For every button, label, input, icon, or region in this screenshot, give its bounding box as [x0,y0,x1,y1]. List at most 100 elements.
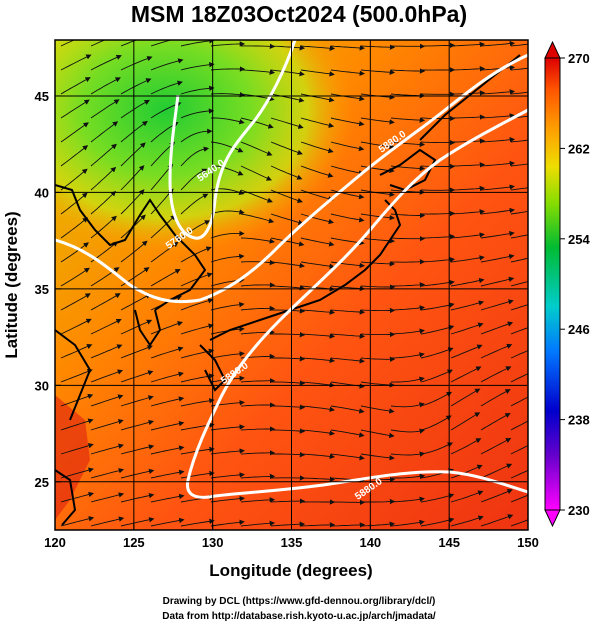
streamline [90,443,124,455]
streamline [360,117,395,125]
streamline [300,213,335,225]
streamline [90,166,117,191]
streamline [510,281,528,287]
streamline [210,165,244,176]
streamline [210,519,245,527]
streamline [271,404,306,410]
streamline [271,451,306,458]
streamline [120,444,155,455]
streamline [480,463,513,479]
streamline [390,117,426,123]
streamline [271,380,306,386]
streamline [420,279,455,287]
streamline [300,141,334,154]
streamline [300,69,335,77]
streamline [300,453,336,460]
streamline [480,89,516,95]
streamline [150,80,183,95]
streamline [390,376,425,383]
streamline [270,117,304,129]
coastline-china-east [55,329,92,421]
streamline [60,369,93,383]
streamline [510,494,528,503]
streamline [60,344,93,359]
streamline [420,369,453,383]
streamline [480,40,516,47]
streamline [180,518,215,527]
streamline [240,450,276,456]
streamline [150,122,179,143]
streamline [480,231,515,239]
streamline [270,261,305,269]
streamline [330,522,366,528]
streamline [240,520,276,527]
y-tick-label: 40 [35,185,49,200]
streamline [150,445,185,455]
streamline [150,58,184,71]
streamline [451,138,486,144]
streamline [390,428,425,434]
streamline [420,234,456,240]
streamline [390,451,426,457]
streamline [360,44,396,50]
streamline [390,402,425,408]
colorbar-min-arrow [544,509,561,528]
streamline [240,497,276,503]
streamline [300,522,336,528]
streamline [210,302,245,311]
streamline [510,420,528,431]
colorbar-max-arrow [544,40,561,59]
x-tick-label: 135 [281,535,303,550]
streamline [210,230,245,239]
streamline [90,293,121,311]
streamline [270,45,306,51]
streamline [330,93,365,102]
streamline [450,255,485,263]
streamline [480,184,515,191]
streamline [150,420,185,431]
streamline [210,351,245,359]
streamline [300,261,335,269]
streamline [390,496,425,503]
streamline [510,396,528,407]
streamline [330,117,365,127]
streamline [240,282,276,288]
streamline [271,356,306,362]
streamline [60,242,89,263]
streamline [90,468,125,479]
streamline [510,327,528,335]
streamline [420,442,454,455]
streamline [60,267,90,287]
contour-5640 [168,40,297,240]
streamline [270,141,303,155]
streamline [330,261,365,269]
streamline [240,237,275,244]
streamline [120,120,148,143]
streamline [450,322,484,335]
streamline [270,237,305,247]
y-axis-label: Latitude (degrees) [2,211,21,358]
streamline [390,68,426,74]
coastline-taiwan [55,469,77,526]
streamline [421,210,456,217]
streamline [420,415,452,431]
y-axis-ticks: 25 30 35 40 45 [35,89,61,490]
streamline [451,114,486,120]
streamline [150,214,176,239]
streamline [480,137,516,143]
streamline [180,146,210,167]
streamline [360,405,395,414]
streamline [510,469,528,479]
streamline [300,357,336,364]
streamline [330,165,365,176]
streamline [420,139,456,146]
streamline [240,43,276,50]
streamline [60,145,89,167]
coastline-korea-peninsula [134,309,162,347]
streamline [240,378,276,384]
streamline [480,160,516,167]
streamline [210,92,246,98]
streamline [450,277,485,287]
streamline [360,356,396,362]
streamline [330,189,365,200]
